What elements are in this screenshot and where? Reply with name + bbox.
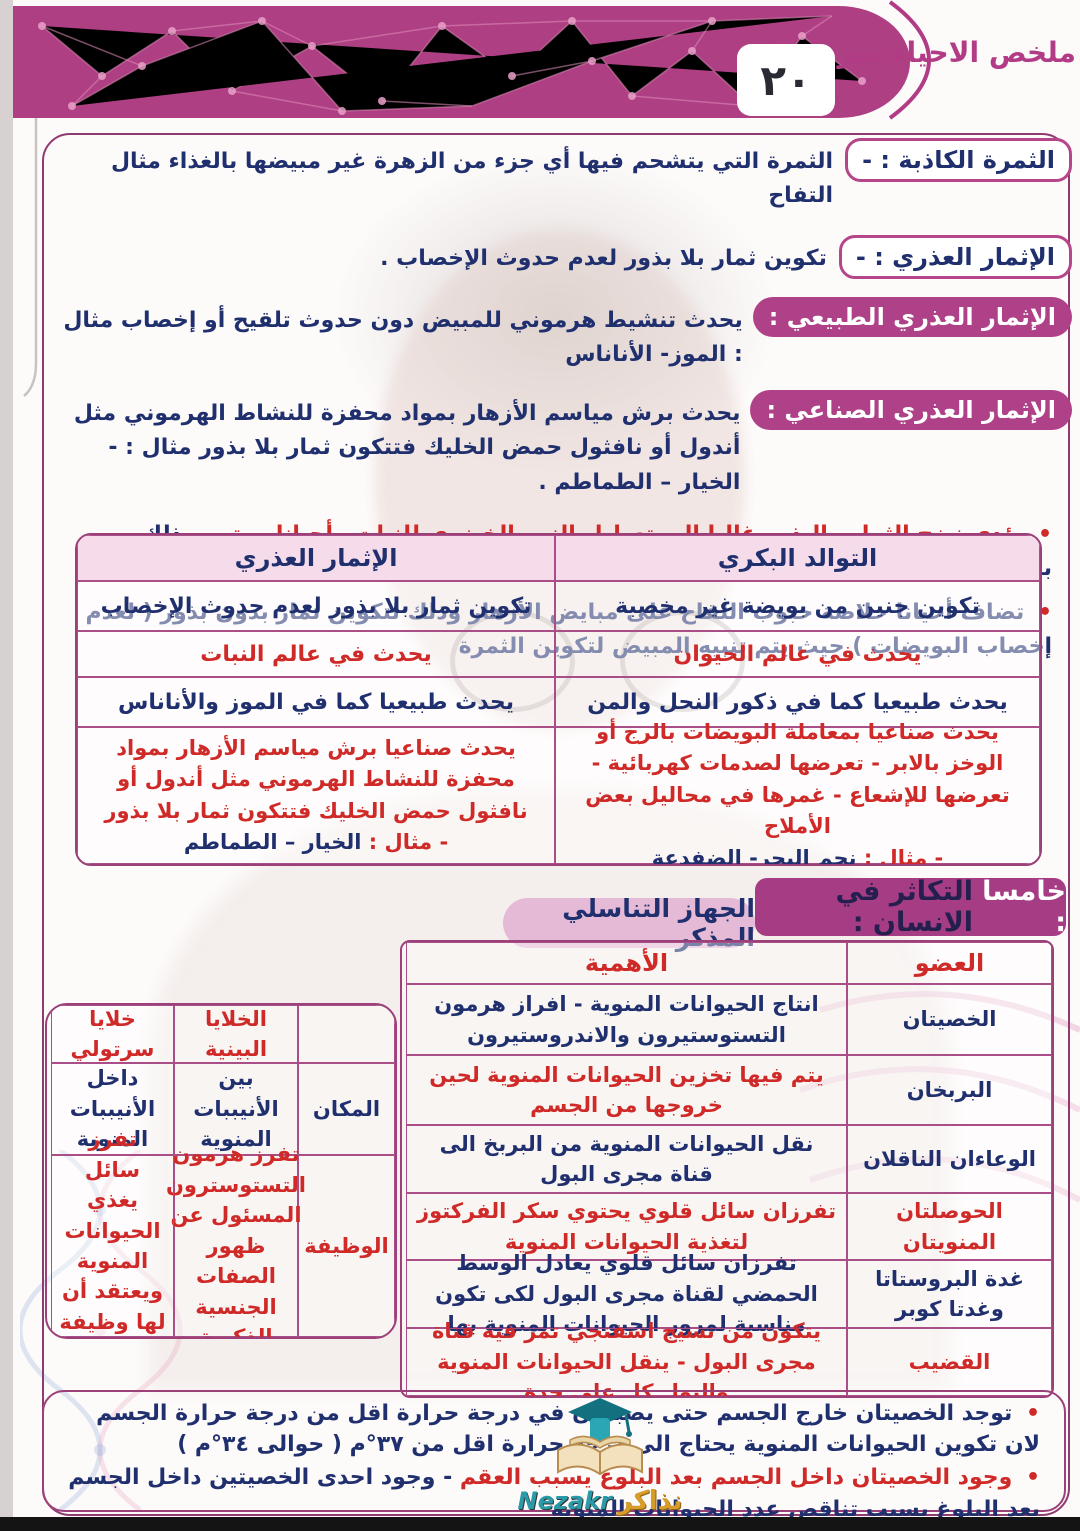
function-cell: تفرز سائل يغذي الحيوانات المنوية ويعتقد … — [51, 1127, 174, 1337]
table-cell: يحدث صناعيا برش مياسم الأزهار بمواد محفز… — [77, 727, 555, 864]
heading-part-white: خامسا : — [982, 876, 1066, 938]
table-cell: تكوين جنين من بويضة غير مخصبة — [555, 581, 1040, 631]
watermark-text: Nezakr نذاكر — [517, 1486, 683, 1521]
term-definition: يحدث تنشيط هرموني للمبيض دون حدوث تلقيح … — [63, 308, 743, 368]
note-text: توجد الخصيتان خارج الجسم حتى يصبحان في د… — [96, 1401, 1040, 1458]
section-heading-human-reproduction: خامسا : التكاثر في الانسان : — [755, 876, 1066, 938]
book-and-graduation-cap-icon — [557, 1398, 643, 1476]
definition-artificial-parthenocarpy: الإثمار العذري الصناعي : يحدث برش مياسم … — [50, 390, 1072, 499]
network-pattern — [38, 15, 866, 115]
bullet-dot-icon: • — [1025, 1465, 1040, 1491]
organ-cell: الحوصلتان المنويتان — [847, 1193, 1052, 1260]
table-cell: يحدث طبيعيا كما في الموز والأناناس — [77, 677, 555, 727]
term-definition: الثمرة التي يتشحم فيها أي جزء من الزهرة … — [110, 149, 834, 209]
scan-edge-strip — [0, 0, 13, 1531]
bullet-dot-icon: • — [1025, 1401, 1040, 1426]
page-title: ملخص الاحياء سر الحياة — [749, 36, 1076, 69]
content-frame — [42, 133, 1070, 1516]
table-cell: تكوين ثمار بلا بذور لعدم حدوث الإخصاب — [77, 581, 555, 631]
definition-false-fruit: الثمرة الكاذبة : - الثمرة التي يتشحم فيه… — [50, 138, 1072, 213]
table-cell: يحدث في عالم الحيوان — [555, 631, 1040, 677]
organ-cell: الوعاءان الناقلان — [847, 1125, 1052, 1193]
note-text-red: وجود الخصيتان داخل الجسم بعد البلوغ يسبب… — [459, 1465, 1013, 1491]
page-number: ٢٠ — [737, 44, 835, 116]
cell-example-line: - مثال : نجم البحر- الضفدعة — [651, 843, 944, 866]
heading-part-dark: التكاثر في الانسان : — [835, 876, 974, 938]
importance-cell: نقل الحيوانات المنوية من البربخ الى قناة… — [406, 1125, 847, 1193]
importance-cell: يتكون من نسيج اسفنجي تمر فيه قناة مجرى ا… — [406, 1319, 847, 1396]
empty-corner-cell — [298, 1005, 395, 1063]
term-label: الثمرة الكاذبة : - — [845, 138, 1072, 182]
nezakr-watermark: Nezakr نذاكر — [500, 1396, 700, 1521]
male-organ-table: العضو الأهمية الخصيتان انتاج الحيوانات ا… — [400, 940, 1054, 1398]
table-cell: يحدث صناعيا بمعاملة البويضات بالرج أو ال… — [555, 720, 1040, 866]
table-cell: يحدث طبيعيا كما في ذكور النحل والمن — [555, 677, 1040, 727]
testis-cells-table: الخلايا البينية خلايا سرتولي المكان بين … — [45, 1003, 397, 1339]
note-item: • توجد الخصيتان خارج الجسم حتى يصبحان في… — [68, 1398, 1040, 1460]
example-label: - مثال : — [368, 830, 449, 854]
organ-cell: غدة البروستاتا وغدتا كوبر — [847, 1260, 1052, 1328]
example-value: نجم البحر- الضفدعة — [651, 845, 857, 866]
location-cell: داخل الأنيببات المنوية — [51, 1063, 174, 1155]
cell-main-text: يحدث صناعيا برش مياسم الأزهار بمواد محفز… — [104, 735, 528, 823]
function-cell: تفرز هرمون التستوسترون المسئول عن ظهور ا… — [165, 1142, 306, 1339]
column-header: العضو — [847, 942, 1052, 984]
watermark-arabic: نذاكر — [617, 1486, 683, 1516]
column-header: الإثمار العذري — [77, 535, 555, 581]
bullet-dot-icon: • — [1037, 521, 1052, 547]
term-label: الإثمار العذري الصناعي : — [750, 390, 1072, 431]
cell-example-line: - مثال : الخيار – الطماطم — [184, 827, 448, 859]
organ-cell: الخصيتان — [847, 984, 1052, 1055]
term-definition: تكوين ثمار بلا بذور لعدم حدوث الإخصاب . — [380, 246, 827, 272]
banner-bracket-curve — [888, 0, 931, 120]
column-header: الخلايا البينية — [174, 1005, 298, 1063]
term-label: الإثمار العذري : - — [838, 235, 1072, 280]
term-label: الإثمار العذري الطبيعي : — [752, 297, 1072, 338]
watermark-latin: Nezakr — [517, 1487, 612, 1515]
example-label: - مثال : — [863, 845, 944, 866]
column-header: خلايا سرتولي — [51, 1005, 174, 1063]
column-header: التوالد البكري — [555, 535, 1040, 581]
definition-natural-parthenocarpy: الإثمار العذري الطبيعي : يحدث تنشيط هرمو… — [50, 297, 1072, 372]
importance-cell: انتاج الحيوانات المنوية - افراز هرمون ال… — [406, 984, 847, 1055]
organ-cell: البربخان — [847, 1055, 1052, 1125]
table-cell: يحدث في عالم النبات — [77, 631, 555, 677]
term-definition: يحدث برش مياسم الأزهار بمواد محفزة للنشا… — [73, 401, 741, 495]
example-value: الخيار – الطماطم — [183, 830, 362, 854]
column-header: الأهمية — [406, 942, 847, 984]
definition-parthenocarpy: الإثمار العذري : - تكوين ثمار بلا بذور ل… — [50, 235, 1072, 280]
cell-main-text: يحدث صناعيا بمعاملة البويضات بالرج أو ال… — [585, 719, 1010, 839]
scan-bottom-bar — [0, 1517, 1080, 1531]
row-label: المكان — [298, 1063, 395, 1155]
organ-cell: القضيب — [847, 1328, 1052, 1396]
row-label: الوظيفة — [298, 1155, 395, 1337]
bottom-notes-box: • توجد الخصيتان خارج الجسم حتى يصبحان في… — [42, 1390, 1066, 1522]
importance-cell: يتم فيها تخزين الحيوانات المنوية لحين خر… — [406, 1055, 847, 1125]
parthenocarpy-vs-parthenogenesis-table: التوالد البكري الإثمار العذري تكوين جنين… — [75, 533, 1042, 866]
